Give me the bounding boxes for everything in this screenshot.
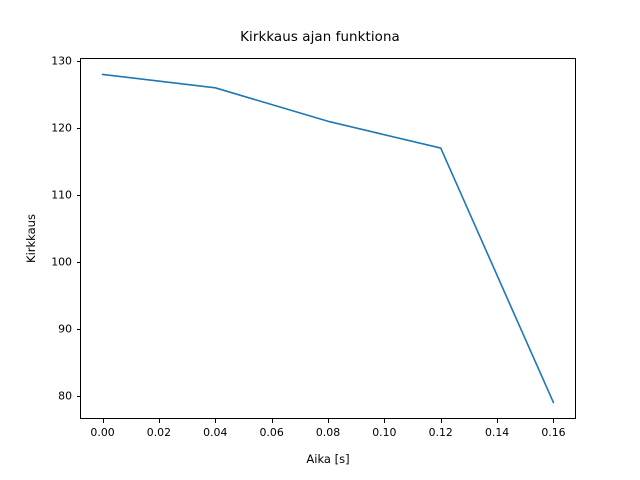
x-tick-label: 0.08 bbox=[315, 426, 341, 439]
x-tick-label: 0.10 bbox=[372, 426, 397, 439]
x-tick-mark bbox=[215, 419, 217, 423]
y-tick-mark bbox=[76, 194, 80, 196]
x-tick-label: 0.16 bbox=[541, 426, 566, 439]
x-tick-label: 0.12 bbox=[428, 426, 453, 439]
y-axis-label: Kirkkaus bbox=[24, 214, 38, 263]
y-tick-label: 90 bbox=[58, 322, 72, 336]
y-tick-label: 80 bbox=[58, 389, 72, 403]
x-axis-label: Aika [s] bbox=[306, 452, 350, 466]
x-tick-mark bbox=[497, 419, 499, 423]
x-tick-label: 0.00 bbox=[90, 426, 115, 439]
x-tick-mark bbox=[553, 419, 555, 423]
y-tick-label: 110 bbox=[51, 188, 72, 202]
plot-area bbox=[80, 58, 576, 419]
x-tick-label: 0.14 bbox=[484, 426, 510, 439]
x-tick-label: 0.06 bbox=[259, 426, 284, 439]
x-tick-mark bbox=[271, 419, 273, 423]
y-tick-label: 100 bbox=[51, 255, 72, 269]
x-tick-mark bbox=[158, 419, 160, 423]
x-tick-label: 0.04 bbox=[203, 426, 228, 439]
chart-title: Kirkkaus ajan funktiona bbox=[240, 30, 400, 45]
y-tick-mark bbox=[76, 261, 80, 263]
x-tick-label: 0.02 bbox=[146, 426, 172, 439]
y-tick-mark bbox=[76, 61, 80, 62]
y-tick-label: 130 bbox=[51, 54, 72, 68]
x-tick-mark bbox=[384, 419, 386, 423]
x-tick-mark bbox=[328, 419, 329, 423]
y-tick-mark bbox=[76, 395, 80, 397]
y-tick-mark bbox=[76, 328, 80, 330]
x-tick-mark bbox=[102, 419, 104, 423]
x-tick-mark bbox=[440, 419, 442, 423]
y-tick-label: 120 bbox=[51, 121, 72, 135]
y-tick-mark bbox=[76, 127, 80, 129]
